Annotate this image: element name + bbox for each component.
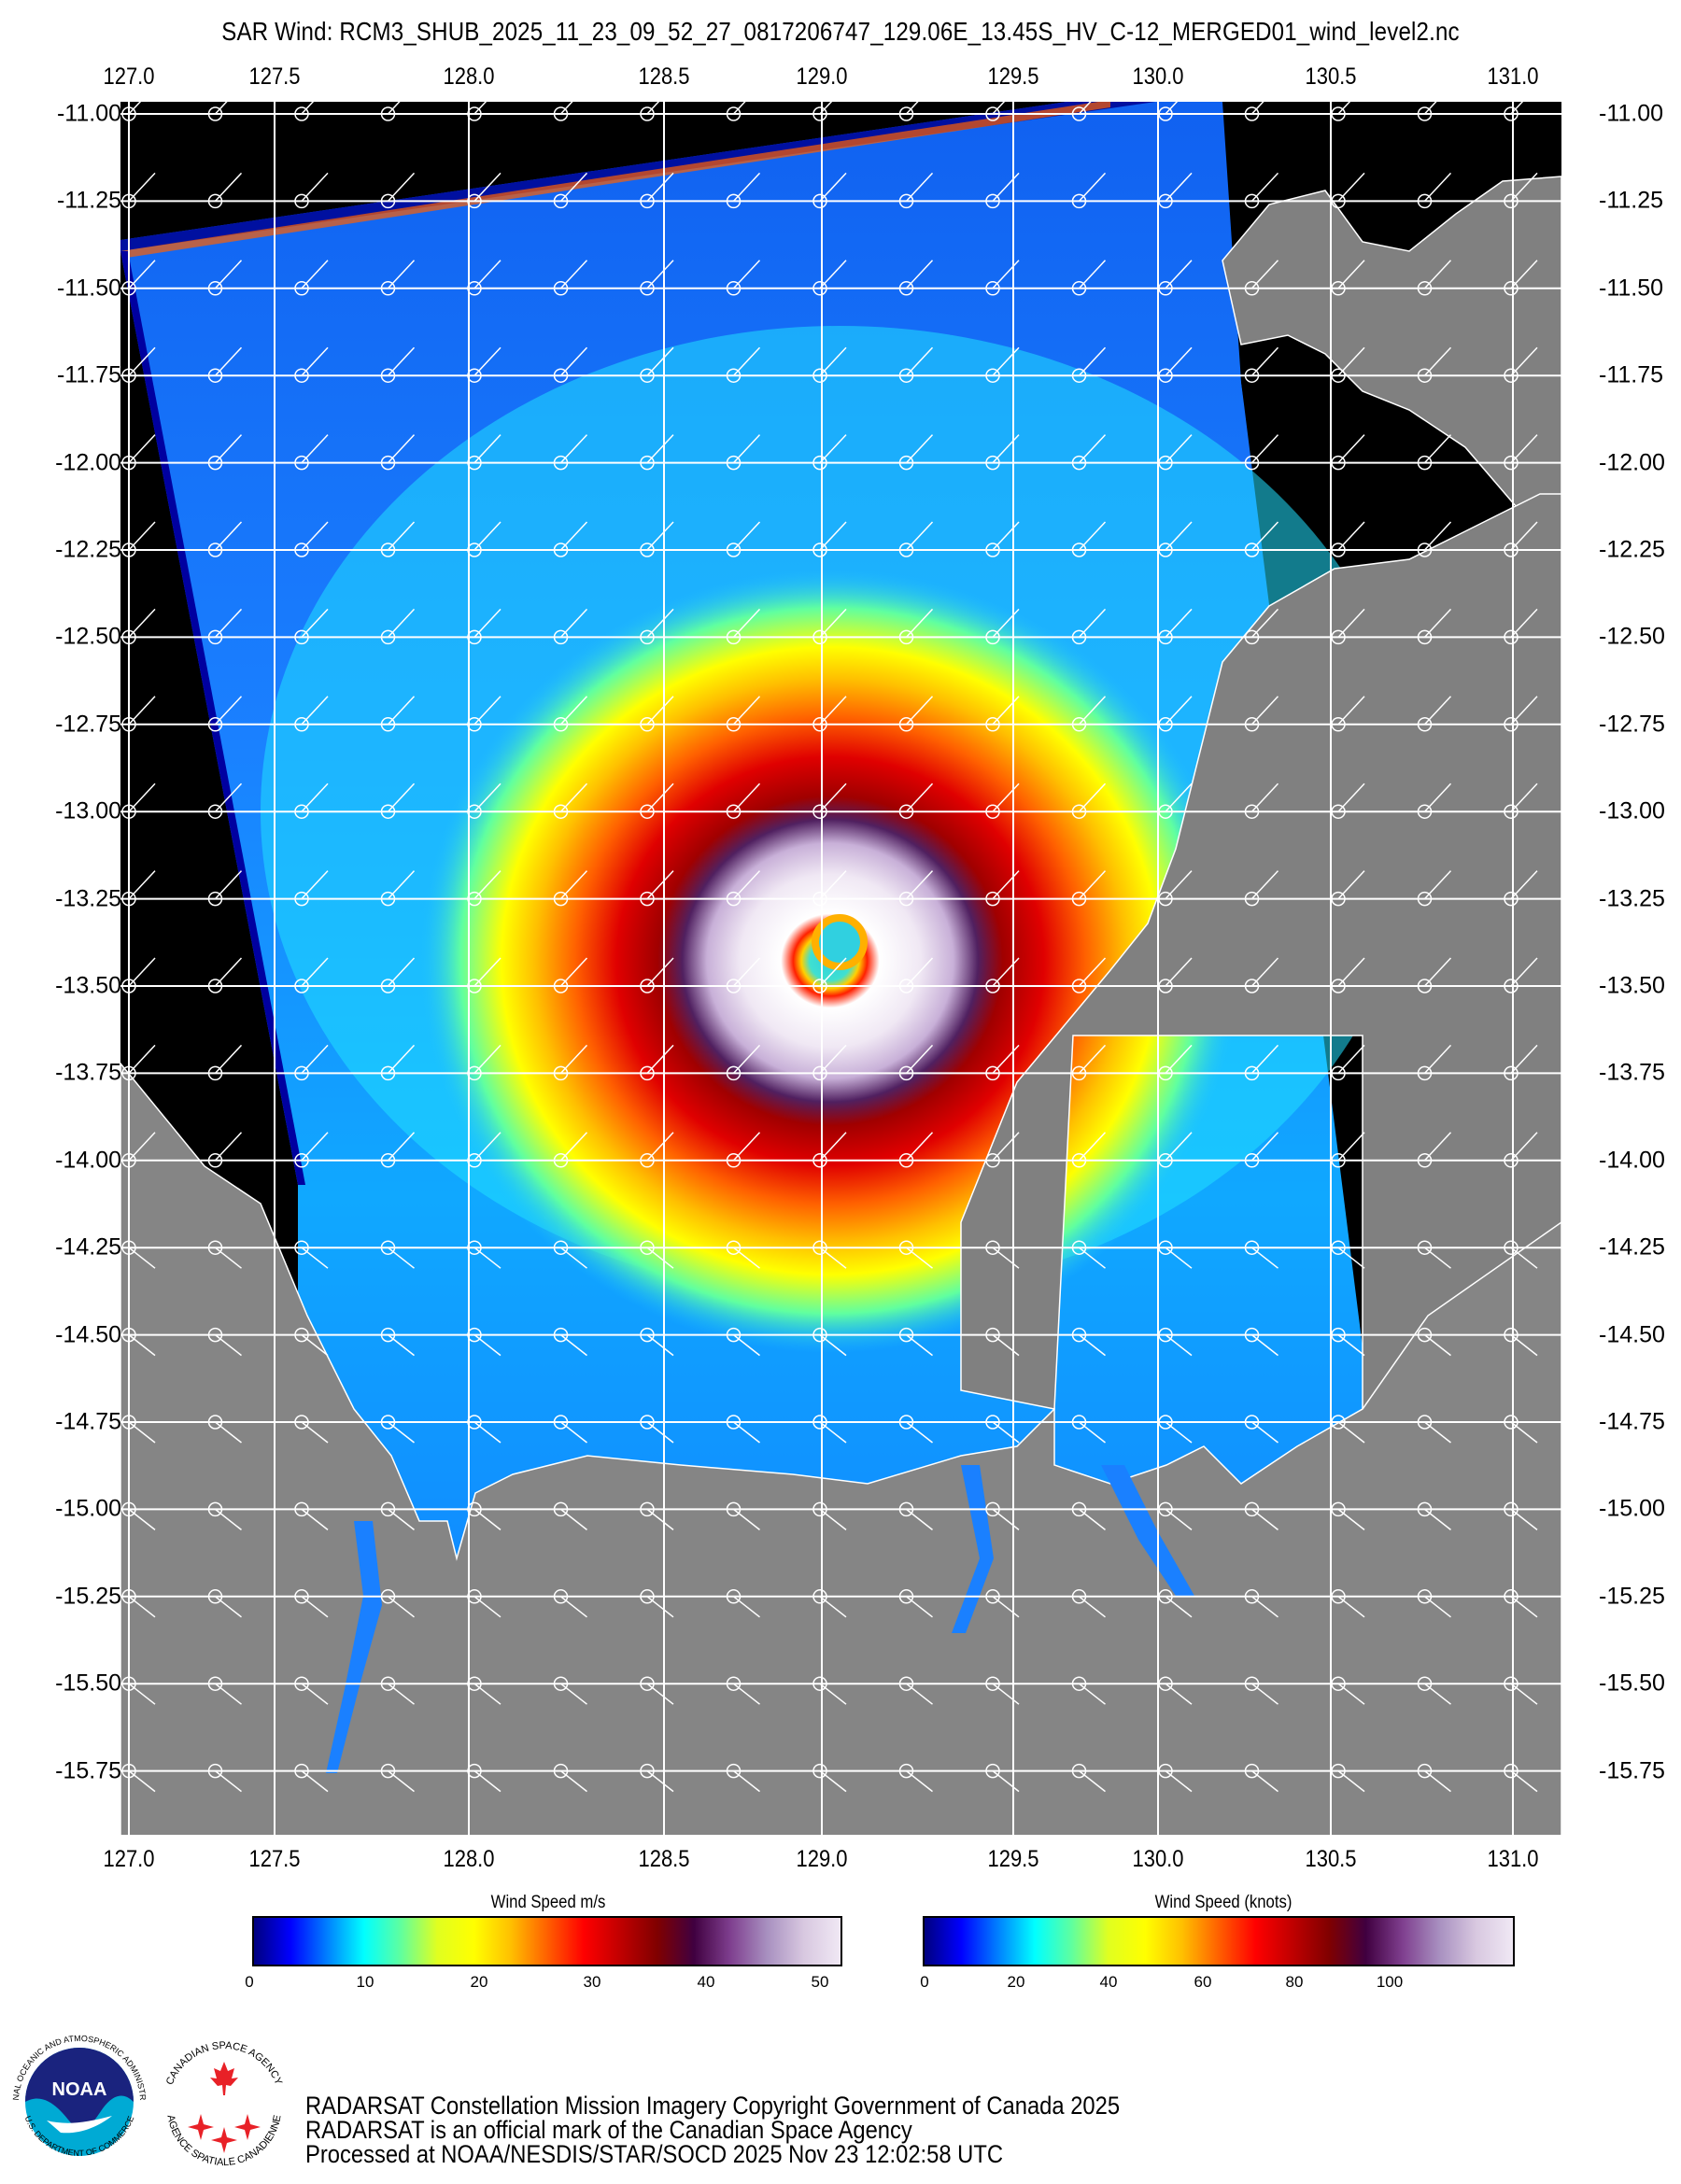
lon-tick: 131.0 <box>1487 1846 1539 1872</box>
legend-ms-title: Wind Speed m/s <box>490 1893 606 1912</box>
land-northeast <box>1222 176 1561 532</box>
lat-tick: -11.50 <box>1599 275 1664 302</box>
lon-tick: 128.5 <box>638 1846 690 1872</box>
footer-line-2: RADARSAT is an official mark of the Cana… <box>305 2116 912 2144</box>
footer-line-1: RADARSAT Constellation Mission Imagery C… <box>305 2092 1121 2120</box>
lon-tick: 127.5 <box>248 1846 301 1872</box>
lon-tick: 127.5 <box>248 63 301 90</box>
lat-tick: -14.50 <box>55 1321 121 1348</box>
lon-tick: 129.5 <box>987 1846 1039 1872</box>
lat-lon-grid <box>120 102 1561 1835</box>
lat-tick: -14.00 <box>55 1147 121 1174</box>
lat-tick: -15.00 <box>55 1495 121 1522</box>
lat-tick: -11.00 <box>56 100 121 127</box>
lat-tick: -13.00 <box>1599 797 1665 824</box>
lat-tick: -13.25 <box>55 885 121 912</box>
copyright-footer: RADARSAT Constellation Mission Imagery C… <box>305 2092 1121 2168</box>
legend-knots-tick: 40 <box>1099 1973 1118 1991</box>
lat-tick: -15.25 <box>55 1583 121 1610</box>
lat-tick: -15.00 <box>1599 1495 1665 1522</box>
lat-tick: -14.50 <box>1599 1321 1665 1348</box>
lat-tick: -11.25 <box>1599 187 1664 214</box>
lat-tick: -15.75 <box>55 1757 121 1784</box>
lat-tick: -15.50 <box>55 1670 121 1697</box>
lat-tick: -13.00 <box>55 797 121 824</box>
legend-ms-tick: 30 <box>583 1973 601 1991</box>
lat-tick: -15.50 <box>1599 1670 1665 1697</box>
lat-tick: -12.50 <box>55 623 121 650</box>
lat-tick: -11.25 <box>56 187 121 214</box>
lat-tick: -13.50 <box>1599 972 1665 999</box>
lon-tick: 130.0 <box>1132 63 1184 90</box>
lon-tick: 128.0 <box>443 1846 495 1872</box>
lon-tick: 130.0 <box>1132 1846 1184 1872</box>
lat-tick: -14.75 <box>1599 1408 1665 1435</box>
wind-field-image <box>120 102 1561 1835</box>
lat-tick: -13.25 <box>1599 885 1665 912</box>
legend-knots-tick: 20 <box>1007 1973 1025 1991</box>
legend-ms-tick: 0 <box>245 1973 254 1991</box>
legend-ms-tick: 40 <box>697 1973 715 1991</box>
lat-tick: -15.25 <box>1599 1583 1665 1610</box>
lat-tick: -12.00 <box>1599 449 1665 476</box>
lat-tick: -11.50 <box>56 275 121 302</box>
storm-eye <box>812 914 868 970</box>
lon-tick: 130.5 <box>1305 63 1357 90</box>
star-icon <box>211 2127 237 2153</box>
lat-tick: -12.25 <box>1599 536 1665 563</box>
legend-knots-tick: 60 <box>1194 1973 1212 1991</box>
legend-ms-tick: 50 <box>811 1973 829 1991</box>
legend-knots-title: Wind Speed (knots) <box>1154 1893 1293 1912</box>
lon-tick: 127.0 <box>103 63 155 90</box>
legend-ms-tick: 20 <box>470 1973 488 1991</box>
land-south <box>120 1062 1561 1835</box>
lat-tick: -12.50 <box>1599 623 1665 650</box>
lon-tick: 129.5 <box>987 63 1039 90</box>
star-icon <box>234 2114 261 2140</box>
lon-tick: 131.0 <box>1487 63 1539 90</box>
noaa-logo: NOAA NATIONAL OCEANIC AND ATMOSPHERIC AD… <box>6 2024 149 2172</box>
lat-tick: -11.75 <box>1599 361 1664 388</box>
legend-knots-tick: 0 <box>920 1973 929 1991</box>
lat-tick: -14.00 <box>1599 1147 1665 1174</box>
lat-tick: -15.75 <box>1599 1757 1665 1784</box>
lat-tick: -14.25 <box>1599 1233 1665 1261</box>
csa-logo: CANADIAN SPACE AGENCY AGENCE SPATIALE CA… <box>154 2034 294 2174</box>
lat-tick: -11.75 <box>56 361 121 388</box>
lat-tick: -13.50 <box>55 972 121 999</box>
lon-tick: 128.0 <box>443 63 495 90</box>
star-icon <box>188 2114 214 2140</box>
lon-tick: 129.0 <box>796 1846 848 1872</box>
maple-leaf-icon <box>210 2062 238 2095</box>
lon-tick: 130.5 <box>1305 1846 1357 1872</box>
legend-ms-tick: 10 <box>356 1973 374 1991</box>
lat-tick: -12.75 <box>55 711 121 738</box>
page-title: SAR Wind: RCM3_SHUB_2025_11_23_09_52_27_… <box>221 17 1460 46</box>
lat-tick: -14.25 <box>55 1233 121 1261</box>
lat-tick: -13.75 <box>55 1059 121 1086</box>
colorbar-ms <box>252 1916 842 1966</box>
lat-tick: -12.25 <box>55 536 121 563</box>
footer-line-3: Processed at NOAA/NESDIS/STAR/SOCD 2025 … <box>305 2140 1003 2168</box>
lon-tick: 129.0 <box>796 63 848 90</box>
lat-tick: -12.00 <box>55 449 121 476</box>
sar-wind-map <box>120 102 1561 1835</box>
lat-tick: -14.75 <box>55 1408 121 1435</box>
legend-knots-tick: 80 <box>1285 1973 1304 1991</box>
lon-tick: 127.0 <box>103 1846 155 1872</box>
legend-knots-tick: 100 <box>1376 1973 1404 1991</box>
lat-tick: -11.00 <box>1599 100 1664 127</box>
lat-tick: -12.75 <box>1599 711 1665 738</box>
lon-tick: 128.5 <box>638 63 690 90</box>
noaa-logo-text: NOAA <box>52 2079 107 2100</box>
lat-tick: -13.75 <box>1599 1059 1665 1086</box>
colorbar-knots <box>923 1916 1515 1966</box>
